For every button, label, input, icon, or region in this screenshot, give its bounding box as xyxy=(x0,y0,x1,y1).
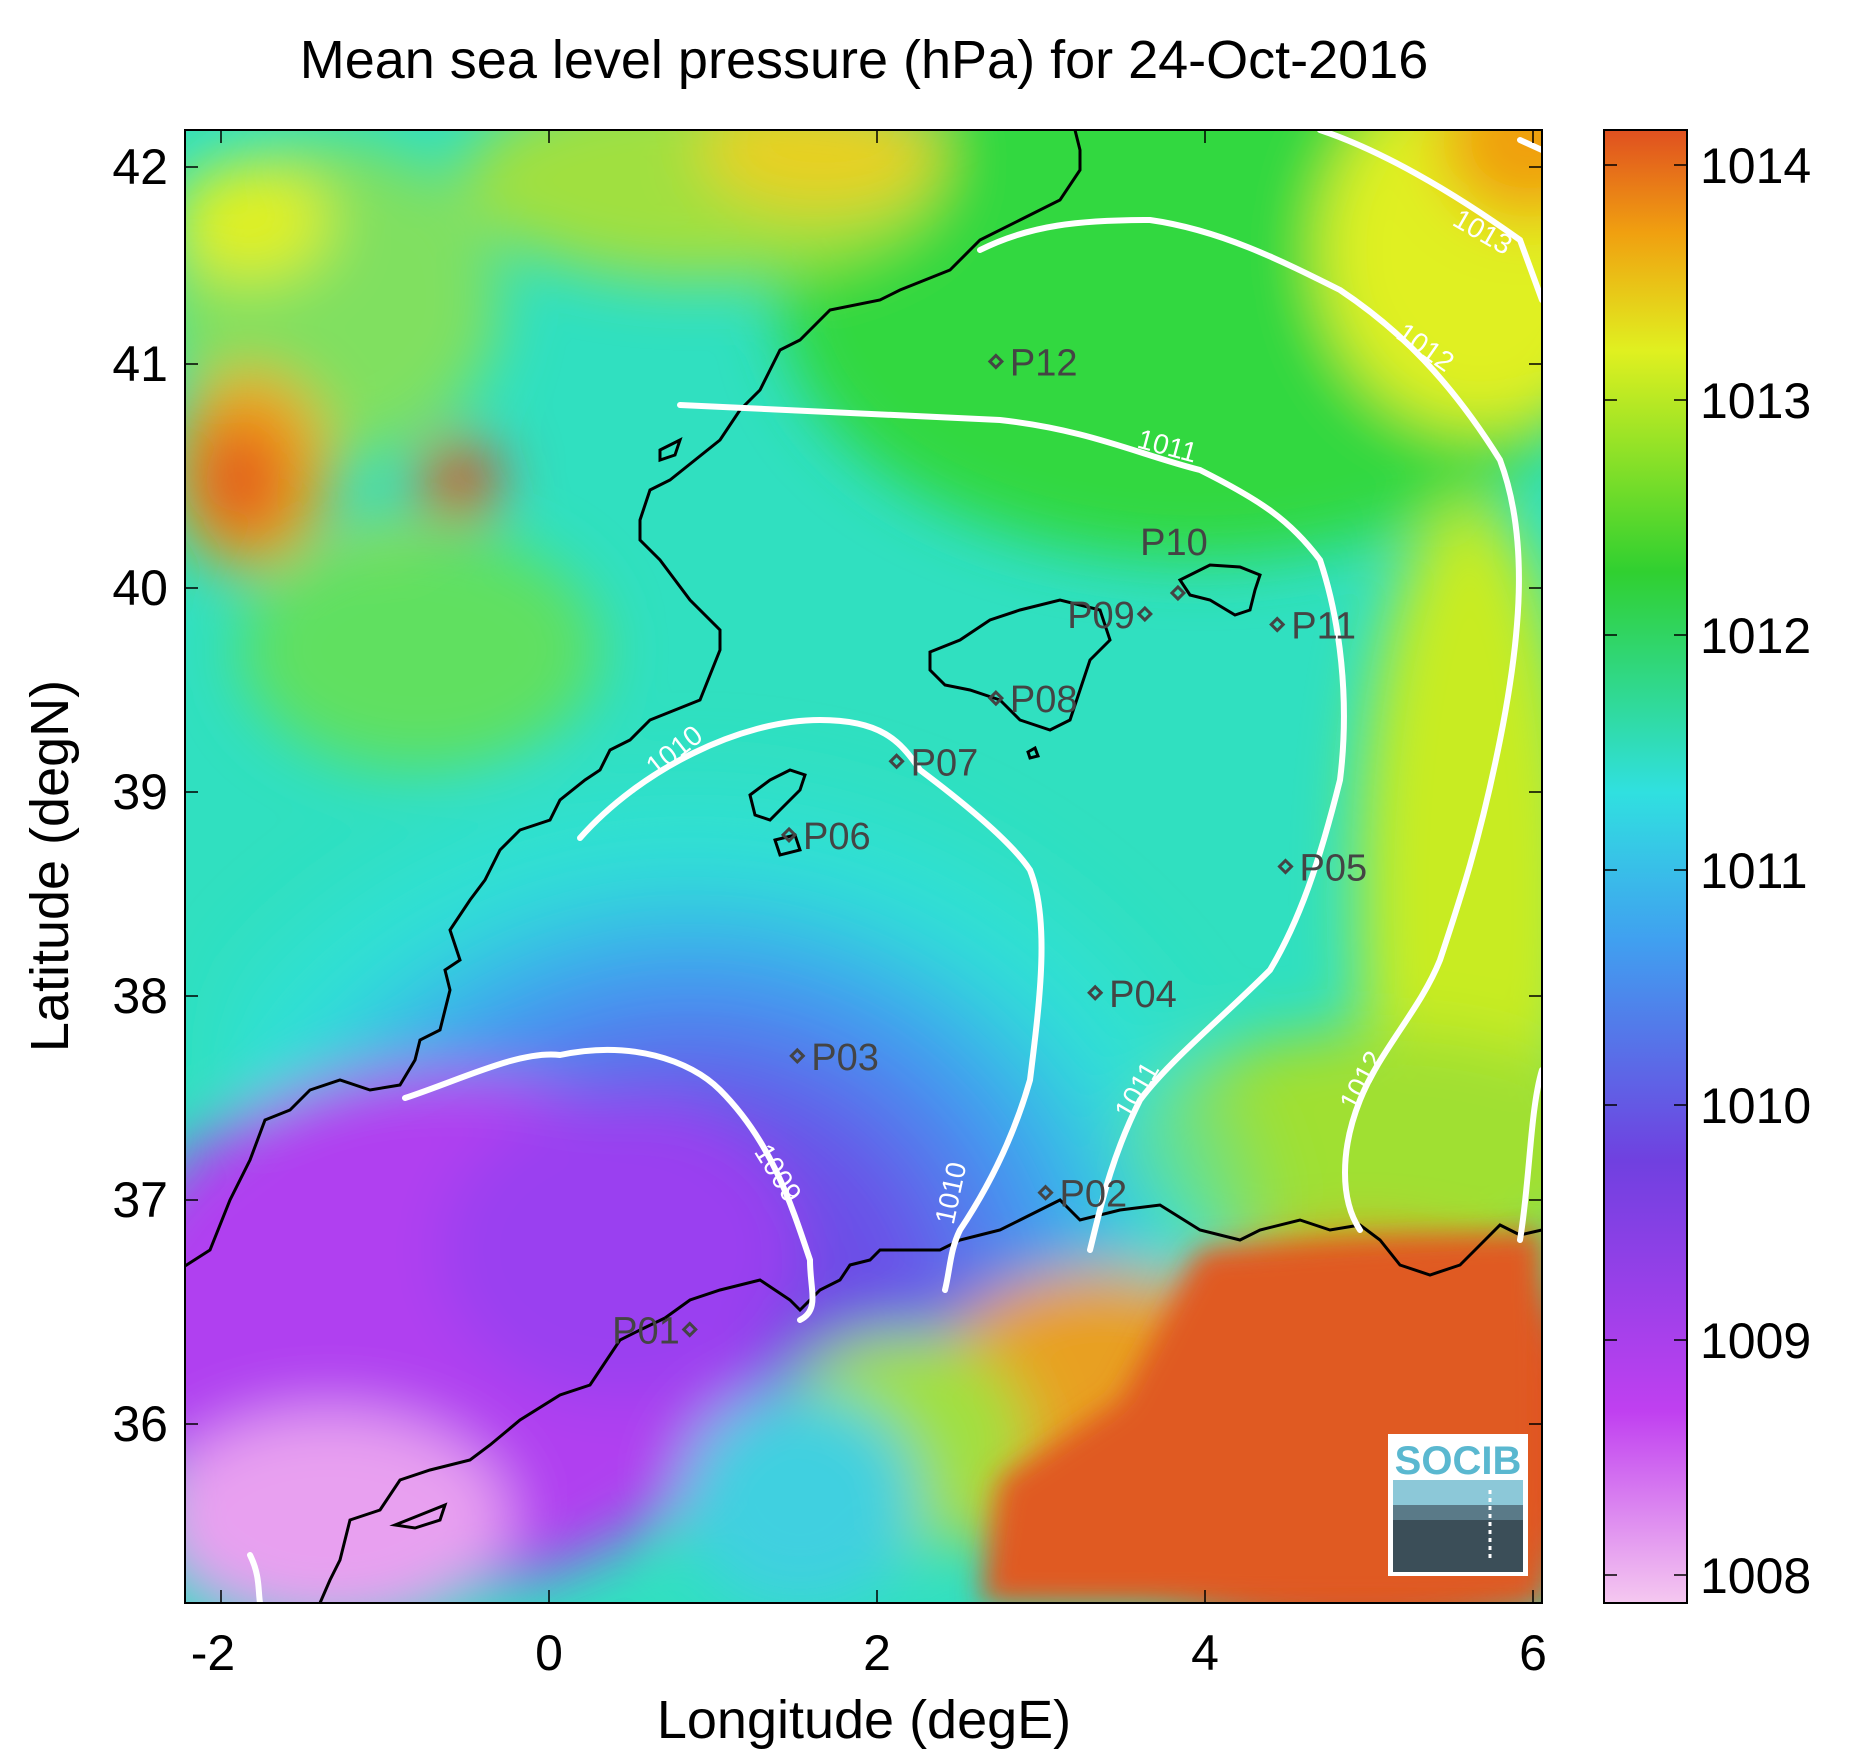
colorbar-tick-label: 1009 xyxy=(1700,1313,1811,1369)
y-tick-labels: 42 41 40 39 38 37 36 xyxy=(112,139,168,1452)
colorbar-tick-label: 1011 xyxy=(1700,843,1808,899)
station-marker xyxy=(789,1047,806,1065)
y-tick-label: 40 xyxy=(112,560,168,616)
station-marker xyxy=(1269,616,1286,633)
station-label: P02 xyxy=(1060,1174,1128,1216)
colorbar-tick-label: 1012 xyxy=(1700,608,1811,664)
y-tick-label: 38 xyxy=(112,968,168,1024)
station-label: P04 xyxy=(1109,974,1177,1016)
station-label: P08 xyxy=(1010,679,1078,721)
station-label: P06 xyxy=(803,816,871,858)
station-marker xyxy=(987,353,1005,370)
axis-ticks xyxy=(185,130,1542,1603)
socib-logo: SOCIB xyxy=(1388,1434,1528,1576)
colorbar-tick-label: 1013 xyxy=(1700,373,1811,429)
station-label: P01 xyxy=(612,1310,680,1352)
colorbar-ramp xyxy=(1604,130,1687,1603)
station-marker xyxy=(1277,858,1294,875)
y-tick-label: 37 xyxy=(112,1172,168,1228)
station-marker xyxy=(888,753,905,770)
y-tick-label: 39 xyxy=(112,764,168,820)
socib-logo-text: SOCIB xyxy=(1395,1439,1522,1483)
plot-frame xyxy=(184,129,1543,1604)
station-label: P05 xyxy=(1299,848,1367,890)
station-marker xyxy=(780,826,798,844)
x-tick-label: -2 xyxy=(191,1625,235,1681)
station-label: P11 xyxy=(1291,606,1356,648)
station-label: P10 xyxy=(1140,522,1208,564)
station-marker xyxy=(1136,605,1153,623)
station-label: P09 xyxy=(1067,595,1135,637)
station-label: P03 xyxy=(811,1037,879,1079)
x-tick-label: 0 xyxy=(535,1625,563,1681)
pressure-field xyxy=(185,130,1542,1603)
x-tick-label: 6 xyxy=(1519,1625,1547,1681)
station-marker xyxy=(1037,1184,1054,1201)
x-tick-labels: -2 0 2 4 6 xyxy=(191,1625,1547,1681)
colorbar-tick-label: 1008 xyxy=(1700,1548,1811,1604)
y-tick-label: 36 xyxy=(112,1396,168,1452)
colorbar-tick-label: 1014 xyxy=(1700,138,1811,194)
colorbar: 1014 1013 1012 1011 1010 1009 1008 xyxy=(1603,129,1811,1604)
y-tick-label: 42 xyxy=(112,139,168,195)
station-label: P12 xyxy=(1010,342,1078,384)
y-tick-label: 41 xyxy=(112,336,168,392)
x-tick-label: 2 xyxy=(863,1625,891,1681)
y-axis-label: Latitude (degN) xyxy=(20,680,80,1052)
station-marker xyxy=(681,1321,698,1338)
chart-title: Mean sea level pressure (hPa) for 24-Oct… xyxy=(300,30,1429,90)
station-marker xyxy=(987,690,1005,707)
station-marker xyxy=(1169,584,1187,602)
isobars xyxy=(247,130,1542,1603)
colorbar-tick-label: 1010 xyxy=(1700,1078,1811,1134)
x-tick-label: 4 xyxy=(1191,1625,1219,1681)
station-marker xyxy=(1087,984,1104,1001)
station-label: P07 xyxy=(911,742,979,784)
x-axis-label: Longitude (degE) xyxy=(657,1690,1071,1750)
